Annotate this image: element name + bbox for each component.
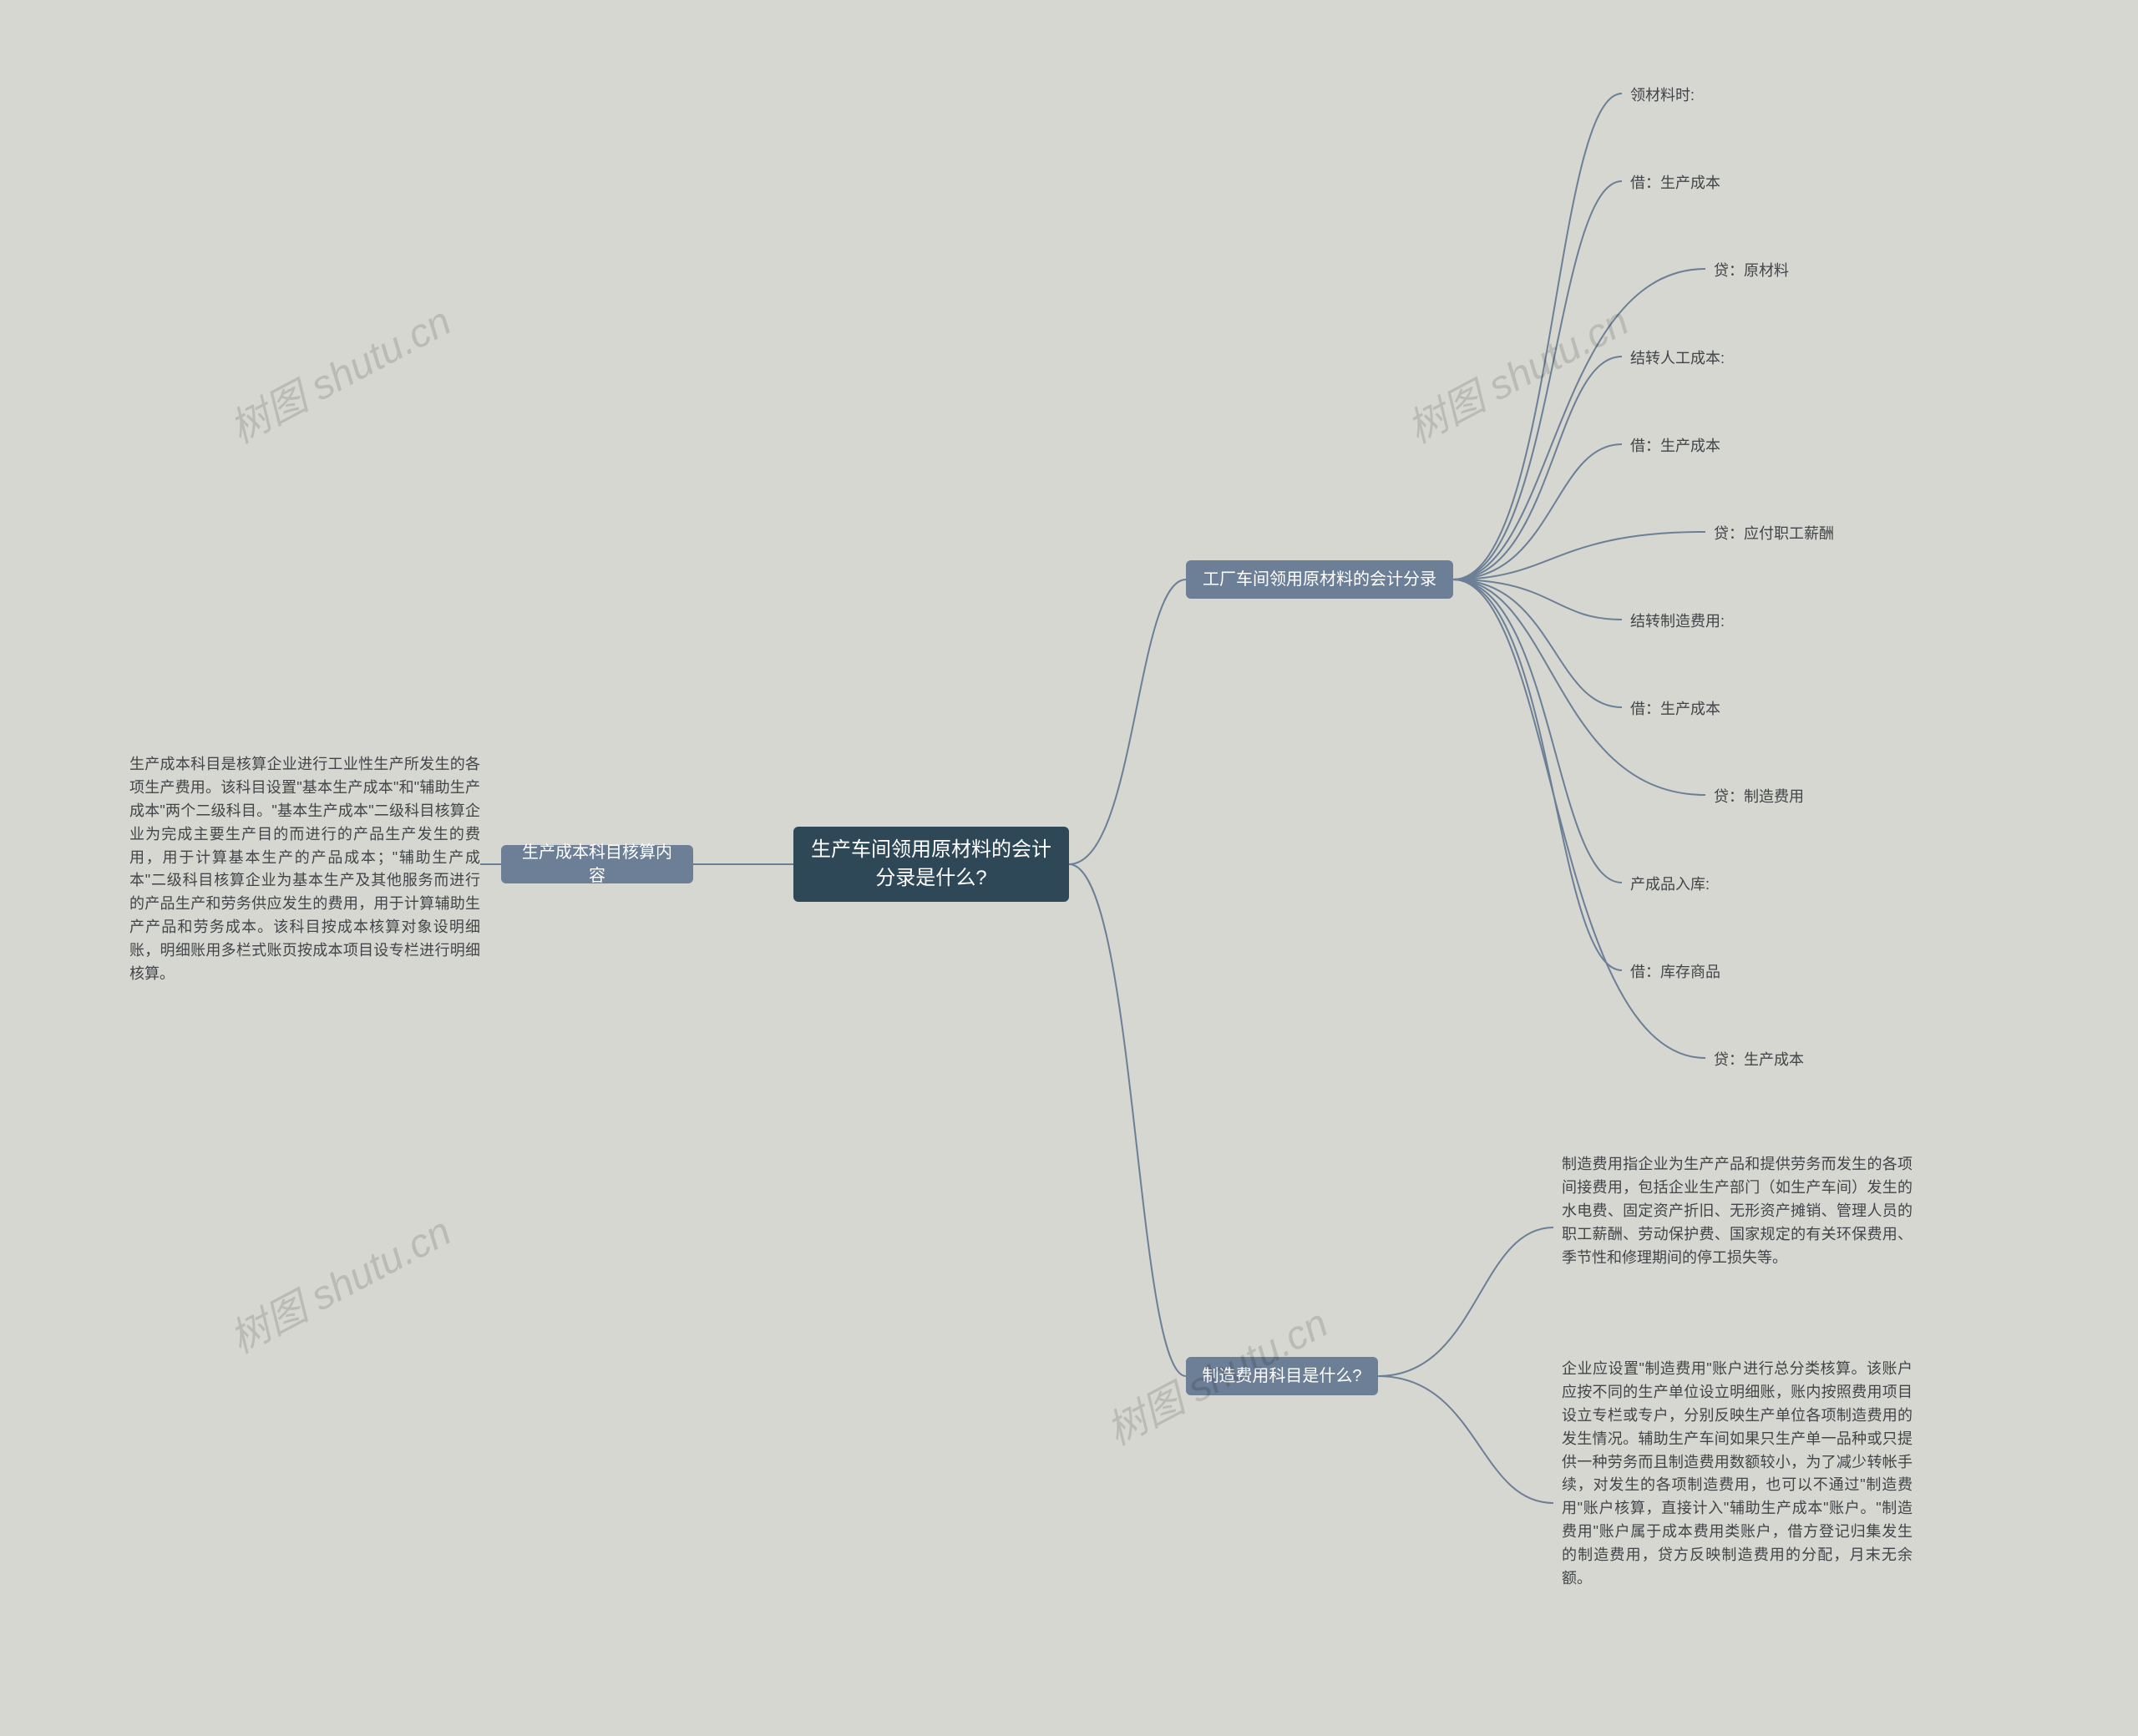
root-node[interactable]: 生产车间领用原材料的会计分录是什么?: [793, 827, 1069, 902]
left-text-block: 生产成本科目是核算企业进行工业性生产所发生的各项生产费用。该科目设置"基本生产成…: [129, 753, 480, 986]
leaf-entry-11: 贷：生产成本: [1714, 1048, 1804, 1070]
leaf-entry-8: 贷：制造费用: [1714, 785, 1804, 807]
right-node-accounting-entries[interactable]: 工厂车间领用原材料的会计分录: [1186, 560, 1453, 599]
watermark: 树图 shutu.cn: [218, 289, 460, 454]
leaf-entry-5: 贷：应付职工薪酬: [1714, 522, 1834, 544]
right-text-block-2: 企业应设置"制造费用"账户进行总分类核算。该账户应按不同的生产单位设立明细账，账…: [1562, 1358, 1913, 1591]
leaf-entry-6: 结转制造费用:: [1630, 610, 1725, 631]
leaf-entry-9: 产成品入库:: [1630, 873, 1710, 894]
right-node-manufacturing-overhead[interactable]: 制造费用科目是什么?: [1186, 1357, 1378, 1395]
leaf-entry-10: 借：库存商品: [1630, 960, 1720, 982]
left-node-production-cost-content[interactable]: 生产成本科目核算内容: [501, 845, 693, 883]
root-label: 生产车间领用原材料的会计分录是什么?: [808, 836, 1054, 892]
watermark: 树图 shutu.cn: [218, 1199, 460, 1364]
leaf-entry-2: 贷：原材料: [1714, 259, 1789, 281]
left-node-label: 生产成本科目核算内容: [514, 841, 680, 888]
leaf-entry-0: 领材料时:: [1630, 84, 1695, 105]
leaf-entry-1: 借：生产成本: [1630, 171, 1720, 193]
leaf-entry-4: 借：生产成本: [1630, 434, 1720, 456]
leaf-entry-3: 结转人工成本:: [1630, 347, 1725, 368]
right-node1-label: 工厂车间领用原材料的会计分录: [1203, 568, 1436, 591]
watermark: 树图 shutu.cn: [1396, 289, 1638, 454]
right-text-block-1: 制造费用指企业为生产产品和提供劳务而发生的各项间接费用，包括企业生产部门（如生产…: [1562, 1153, 1913, 1269]
leaf-entry-7: 借：生产成本: [1630, 697, 1720, 719]
right-node2-label: 制造费用科目是什么?: [1202, 1364, 1361, 1388]
